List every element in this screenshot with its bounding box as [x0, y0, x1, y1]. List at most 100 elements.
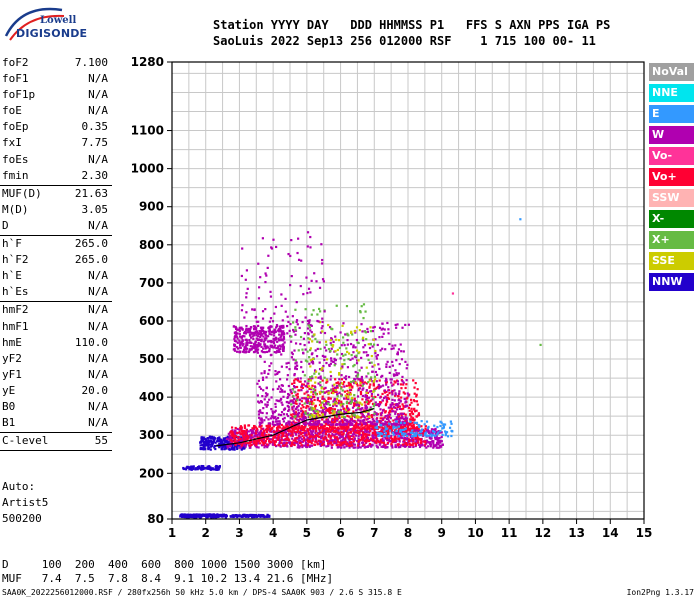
echo-point — [240, 429, 244, 433]
echo-point — [343, 446, 346, 449]
echo-point — [304, 316, 307, 319]
echo-point — [290, 431, 294, 434]
echo-point — [253, 308, 256, 311]
echo-point — [252, 425, 256, 429]
param-row: foF2 7.100 — [0, 55, 112, 71]
echo-point — [304, 434, 307, 437]
echo-point — [246, 513, 249, 517]
echo-point — [352, 344, 355, 347]
echo-point — [387, 419, 390, 422]
echo-point — [272, 342, 276, 345]
echo-point — [351, 422, 354, 425]
echo-point — [235, 446, 238, 449]
echo-point — [298, 380, 301, 383]
echo-point — [367, 358, 370, 361]
echo-point — [364, 435, 367, 438]
echo-point — [270, 407, 273, 411]
echo-point — [321, 401, 324, 404]
echo-point — [290, 413, 293, 416]
echo-point — [268, 364, 271, 368]
echo-point — [365, 396, 368, 399]
echo-point — [198, 465, 201, 468]
echo-point — [346, 392, 349, 396]
echo-point — [207, 442, 210, 446]
echo-point — [382, 435, 386, 438]
echo-point — [302, 422, 305, 425]
echo-point — [269, 290, 272, 293]
echo-point — [288, 394, 291, 397]
echo-point — [396, 353, 399, 356]
echo-point — [414, 381, 417, 385]
echo-point — [305, 399, 308, 402]
echo-point — [355, 349, 359, 352]
echo-point — [214, 465, 217, 469]
echo-point — [367, 427, 371, 430]
echo-point — [257, 513, 260, 517]
echo-point — [321, 366, 324, 369]
echo-point — [230, 426, 234, 429]
echo-point — [389, 436, 393, 439]
echo-point — [275, 418, 278, 421]
echo-point — [404, 386, 407, 390]
echo-point — [248, 444, 252, 447]
param-row: C-level 55 — [0, 433, 112, 449]
echo-point — [419, 438, 422, 441]
echo-point — [265, 376, 268, 379]
echo-point — [285, 362, 288, 365]
echo-point — [331, 408, 334, 411]
echo-point — [395, 359, 398, 362]
echo-point — [302, 293, 305, 296]
echo-point — [369, 437, 372, 440]
echo-point — [392, 427, 395, 430]
echo-point — [365, 400, 368, 404]
echo-point — [356, 373, 360, 376]
echo-point — [306, 327, 310, 330]
echo-point — [411, 427, 414, 430]
echo-point — [331, 418, 335, 422]
echo-point — [256, 351, 259, 354]
y-tick-label: 900 — [139, 200, 164, 214]
echo-point — [415, 409, 418, 412]
echo-point — [398, 402, 401, 405]
echo-point — [261, 317, 265, 320]
echo-point — [370, 390, 373, 393]
echo-point — [265, 274, 268, 277]
echo-point — [277, 433, 281, 436]
echo-point — [266, 513, 269, 516]
echo-point — [399, 383, 403, 386]
echo-point — [338, 441, 341, 444]
echo-point — [439, 424, 442, 428]
echo-point — [278, 429, 281, 432]
echo-point — [341, 423, 344, 426]
echo-point — [349, 417, 352, 420]
echo-point — [291, 434, 294, 438]
echo-point — [312, 388, 316, 391]
y-tick-label: 1100 — [131, 124, 164, 138]
param-name: foF1p — [2, 88, 36, 102]
param-value: N/A — [88, 104, 108, 118]
echo-point — [335, 436, 338, 439]
echo-point — [414, 441, 417, 444]
echo-point — [314, 349, 317, 352]
software-version: Ion2Png 1.3.17 — [626, 588, 694, 597]
echo-point — [314, 386, 317, 389]
echo-point — [324, 433, 327, 436]
echo-point — [349, 419, 352, 422]
echo-point — [333, 426, 337, 429]
echo-point — [331, 384, 334, 387]
echo-point — [240, 426, 243, 429]
echo-point — [365, 433, 369, 436]
echo-point — [335, 402, 338, 405]
echo-point — [202, 443, 206, 446]
echo-point — [327, 435, 330, 438]
echo-point — [318, 421, 321, 424]
echo-point — [261, 378, 265, 381]
echo-point — [306, 350, 309, 353]
echo-point — [358, 378, 361, 381]
echo-point — [403, 441, 406, 444]
echo-point — [390, 429, 394, 432]
echo-point — [259, 354, 262, 358]
echo-point — [330, 446, 333, 449]
echo-point — [402, 383, 405, 386]
header-line-2: SaoLuis 2022 Sep13 256 012000 RSF 1 715 … — [213, 34, 596, 48]
